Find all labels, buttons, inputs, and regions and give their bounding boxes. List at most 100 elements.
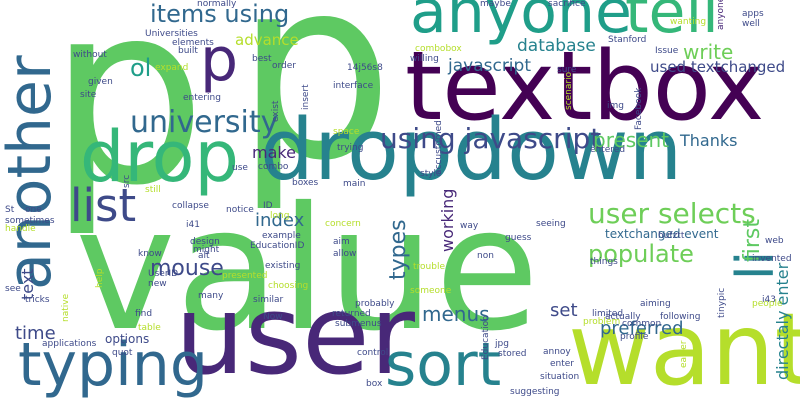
word: non: [477, 251, 494, 261]
word: stored: [498, 349, 527, 359]
word: i41: [186, 220, 200, 230]
word: sacrifice: [548, 0, 586, 9]
word: presented: [222, 271, 268, 281]
word: interface: [333, 81, 374, 91]
word: scenario: [564, 71, 574, 110]
word: items using: [150, 0, 290, 28]
word: p: [48, 0, 207, 240]
word: types: [386, 219, 411, 280]
word: problem: [583, 317, 621, 327]
word: without: [73, 50, 107, 60]
word: someone: [410, 286, 452, 296]
word: index: [255, 210, 305, 231]
word: order: [272, 61, 296, 71]
word: used textchanged: [650, 58, 786, 76]
word: way: [460, 221, 479, 231]
word: ID: [263, 201, 273, 211]
word: long: [270, 211, 290, 221]
word: site: [80, 90, 97, 100]
word: university: [130, 105, 279, 140]
word: tell: [625, 0, 719, 47]
word: new: [148, 279, 167, 289]
word: Thanks: [680, 131, 738, 150]
word: collapse: [172, 201, 209, 211]
word: handle: [5, 224, 36, 234]
word: present: [593, 128, 670, 152]
word: concern: [325, 219, 361, 229]
word: advance: [235, 31, 299, 49]
word: EducationID: [250, 241, 305, 251]
word: native: [61, 293, 71, 322]
word: situation: [540, 372, 580, 382]
word: applications: [42, 339, 97, 349]
word: main: [343, 179, 366, 189]
word: style: [420, 169, 442, 179]
word: existing: [265, 261, 301, 271]
word: p: [235, 0, 394, 215]
word: well: [742, 19, 760, 29]
word: directaly enter: [773, 262, 792, 380]
word: Education: [481, 315, 491, 360]
word: menus: [422, 302, 490, 326]
word: trying: [337, 143, 364, 153]
word: mouse: [150, 256, 224, 281]
word: expand: [155, 63, 189, 73]
word: quot: [112, 348, 133, 358]
word: Stanford: [608, 35, 647, 45]
word: see: [5, 284, 21, 294]
word: database: [517, 36, 596, 56]
word: guess: [505, 233, 532, 243]
word: accustomed: [434, 120, 444, 175]
word: alt: [198, 251, 210, 261]
word: p: [200, 25, 239, 95]
word: drop: [80, 116, 239, 198]
word: many: [198, 291, 224, 301]
word: textbox: [405, 32, 765, 142]
word: hufztt: [658, 231, 685, 241]
word: wanting: [670, 17, 707, 27]
word: Now: [263, 312, 283, 322]
word: given: [88, 77, 113, 87]
word: trouble: [413, 262, 445, 272]
word: jpg: [495, 339, 509, 349]
word: invented: [752, 254, 792, 264]
word: set: [550, 300, 578, 321]
word: people: [752, 299, 783, 309]
word: built: [178, 46, 198, 56]
word: seeing: [536, 219, 566, 229]
word: might: [193, 245, 220, 255]
word: willing: [410, 54, 439, 64]
word: things: [590, 257, 618, 267]
word: table: [138, 323, 161, 333]
word: anyone: [716, 0, 726, 30]
word: user selects: [588, 197, 756, 230]
word: combo: [258, 162, 289, 172]
word: Facebook: [634, 87, 644, 130]
word: find: [135, 309, 153, 319]
word: probably: [355, 299, 395, 309]
word: still: [145, 185, 161, 195]
word: elements: [172, 38, 214, 48]
word: working: [438, 188, 457, 252]
word: design: [190, 237, 220, 247]
word: following: [660, 312, 701, 322]
word: suggesting: [510, 387, 560, 397]
word: similar: [253, 295, 284, 305]
word: tinypic: [717, 287, 727, 318]
word: typing: [18, 330, 208, 400]
word: UserID: [148, 269, 179, 279]
word: annoy: [543, 347, 571, 357]
word: combobox: [415, 44, 462, 54]
word: sort: [385, 330, 502, 400]
word: use: [232, 163, 248, 173]
word: using javascript: [380, 122, 602, 155]
word: make: [252, 143, 296, 162]
word: aim: [333, 237, 350, 247]
word: choosing: [268, 281, 309, 291]
word: 14j56s8: [347, 63, 383, 73]
word: enter: [550, 359, 575, 369]
word: profile: [620, 332, 649, 342]
word: time: [15, 323, 56, 344]
word: value: [75, 171, 540, 369]
